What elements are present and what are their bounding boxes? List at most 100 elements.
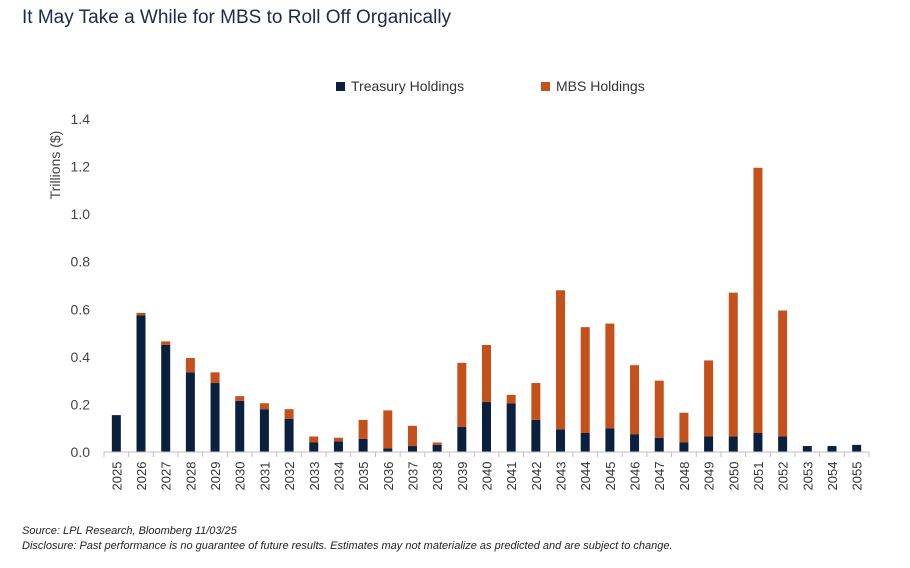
y-tick-label: 1.2 xyxy=(71,159,91,175)
x-tick-label: 2027 xyxy=(159,462,174,491)
bar-treasury-2048 xyxy=(679,442,689,452)
x-tick-label: 2044 xyxy=(578,462,593,491)
x-tick-label: 2025 xyxy=(109,462,124,491)
bar-mbs-2027 xyxy=(161,341,171,345)
x-tick-label: 2052 xyxy=(776,462,791,491)
bar-mbs-2038 xyxy=(432,442,442,445)
bar-treasury-2052 xyxy=(778,436,788,452)
x-tick-label: 2040 xyxy=(480,462,495,491)
bar-treasury-2030 xyxy=(235,400,245,452)
bar-mbs-2026 xyxy=(136,312,146,316)
bar-treasury-2042 xyxy=(531,419,541,452)
bar-mbs-2044 xyxy=(580,327,590,433)
bar-mbs-2028 xyxy=(185,358,195,373)
x-tick-label: 2032 xyxy=(282,462,297,491)
x-tick-label: 2051 xyxy=(751,462,766,491)
x-tick-label: 2033 xyxy=(307,462,322,491)
x-tick-label: 2045 xyxy=(603,462,618,491)
bar-treasury-2040 xyxy=(482,402,491,452)
bar-treasury-2025 xyxy=(111,415,121,452)
legend-item-treasury: Treasury Holdings xyxy=(336,78,464,94)
bar-treasury-2028 xyxy=(185,372,195,452)
y-tick-label: 1.0 xyxy=(71,206,91,222)
x-tick-label: 2050 xyxy=(726,462,741,491)
bar-mbs-2052 xyxy=(778,310,788,437)
bar-treasury-2046 xyxy=(630,434,640,452)
x-tick-label: 2055 xyxy=(850,462,865,491)
bar-mbs-2043 xyxy=(556,290,566,430)
bar-mbs-2034 xyxy=(333,437,343,442)
bar-mbs-2045 xyxy=(605,323,615,429)
bar-mbs-2035 xyxy=(358,419,368,439)
legend-swatch-treasury xyxy=(336,81,345,91)
bar-mbs-2036 xyxy=(383,410,393,449)
x-tick-label: 2042 xyxy=(529,462,544,491)
bars xyxy=(111,167,862,452)
bar-treasury-2034 xyxy=(333,441,343,452)
bar-mbs-2046 xyxy=(630,365,640,435)
footnotes: Source: LPL Research, Bloomberg 11/03/25… xyxy=(22,524,673,554)
bar-treasury-2051 xyxy=(753,432,763,452)
y-tick-label: 0.8 xyxy=(71,254,91,270)
bar-mbs-2050 xyxy=(728,292,738,437)
bar-mbs-2029 xyxy=(210,372,220,384)
y-axis-title: Trillions ($) xyxy=(47,131,63,200)
y-axis: 0.0 0.2 0.4 0.6 0.8 1.0 1.2 1.4 xyxy=(71,111,91,460)
x-tick-label: 2026 xyxy=(134,462,149,491)
bar-treasury-2050 xyxy=(728,436,738,452)
x-tick-label: 2036 xyxy=(381,462,396,491)
bar-treasury-2045 xyxy=(605,428,615,452)
y-tick-label: 0.4 xyxy=(71,349,91,365)
x-tick-label: 2046 xyxy=(628,462,643,491)
x-tick-label: 2029 xyxy=(208,462,223,491)
bar-mbs-2049 xyxy=(704,360,714,437)
legend-label-treasury: Treasury Holdings xyxy=(351,78,465,94)
bar-treasury-2029 xyxy=(210,383,220,452)
bar-treasury-2038 xyxy=(432,444,442,452)
legend-label-mbs: MBS Holdings xyxy=(556,78,645,94)
bar-treasury-2039 xyxy=(457,427,467,452)
legend-item-mbs: MBS Holdings xyxy=(541,78,645,94)
x-tick-label: 2041 xyxy=(504,462,519,491)
legend-swatch-mbs xyxy=(541,81,550,91)
x-tick-label: 2035 xyxy=(356,462,371,491)
x-tick-label: 2030 xyxy=(233,462,248,491)
x-tick-label: 2048 xyxy=(677,462,692,491)
bar-treasury-2043 xyxy=(556,429,566,452)
bar-mbs-2051 xyxy=(753,167,763,433)
bar-treasury-2044 xyxy=(580,432,590,452)
bar-treasury-2041 xyxy=(506,403,516,452)
bar-mbs-2037 xyxy=(407,425,417,447)
bar-mbs-2032 xyxy=(284,409,294,419)
bar-mbs-2033 xyxy=(309,436,319,443)
bar-treasury-2053 xyxy=(802,446,812,452)
bar-mbs-2030 xyxy=(235,396,245,401)
bar-treasury-2036 xyxy=(383,448,393,452)
bar-mbs-2031 xyxy=(259,403,269,410)
x-tick-label: 2038 xyxy=(430,462,445,491)
bar-treasury-2031 xyxy=(259,409,269,452)
x-tick-label: 2047 xyxy=(652,462,667,491)
bar-mbs-2040 xyxy=(482,344,491,403)
bar-treasury-2049 xyxy=(704,436,714,452)
x-tick-label: 2053 xyxy=(800,462,815,491)
x-tick-label: 2037 xyxy=(405,462,420,491)
x-tick-label: 2049 xyxy=(702,462,717,491)
x-axis: 2025 2026 2027 2028 2029 2030 2031 2032 2033 2034… xyxy=(103,451,870,491)
x-tick-label: 2031 xyxy=(257,462,272,491)
x-tick-label: 2043 xyxy=(554,462,569,491)
bar-treasury-2054 xyxy=(827,446,837,452)
disclosure-note: Disclosure: Past performance is no guara… xyxy=(22,540,673,552)
y-tick-label: 0.6 xyxy=(71,301,91,317)
bar-mbs-2041 xyxy=(506,394,516,404)
bar-chart: 0.00.20.40.60.81.01.21.4 2025 2026 2027 202… xyxy=(47,111,870,491)
bar-treasury-2033 xyxy=(309,442,319,452)
y-tick-label: 0.2 xyxy=(71,396,91,412)
y-tick-label: 0.0 xyxy=(71,444,91,460)
chart-legend: Treasury Holdings MBS Holdings xyxy=(0,78,910,98)
bar-treasury-2037 xyxy=(407,446,417,452)
bar-treasury-2027 xyxy=(161,344,171,452)
bar-treasury-2032 xyxy=(284,418,294,452)
bar-mbs-2047 xyxy=(654,380,664,438)
source-note: Source: LPL Research, Bloomberg 11/03/25 xyxy=(22,525,237,537)
